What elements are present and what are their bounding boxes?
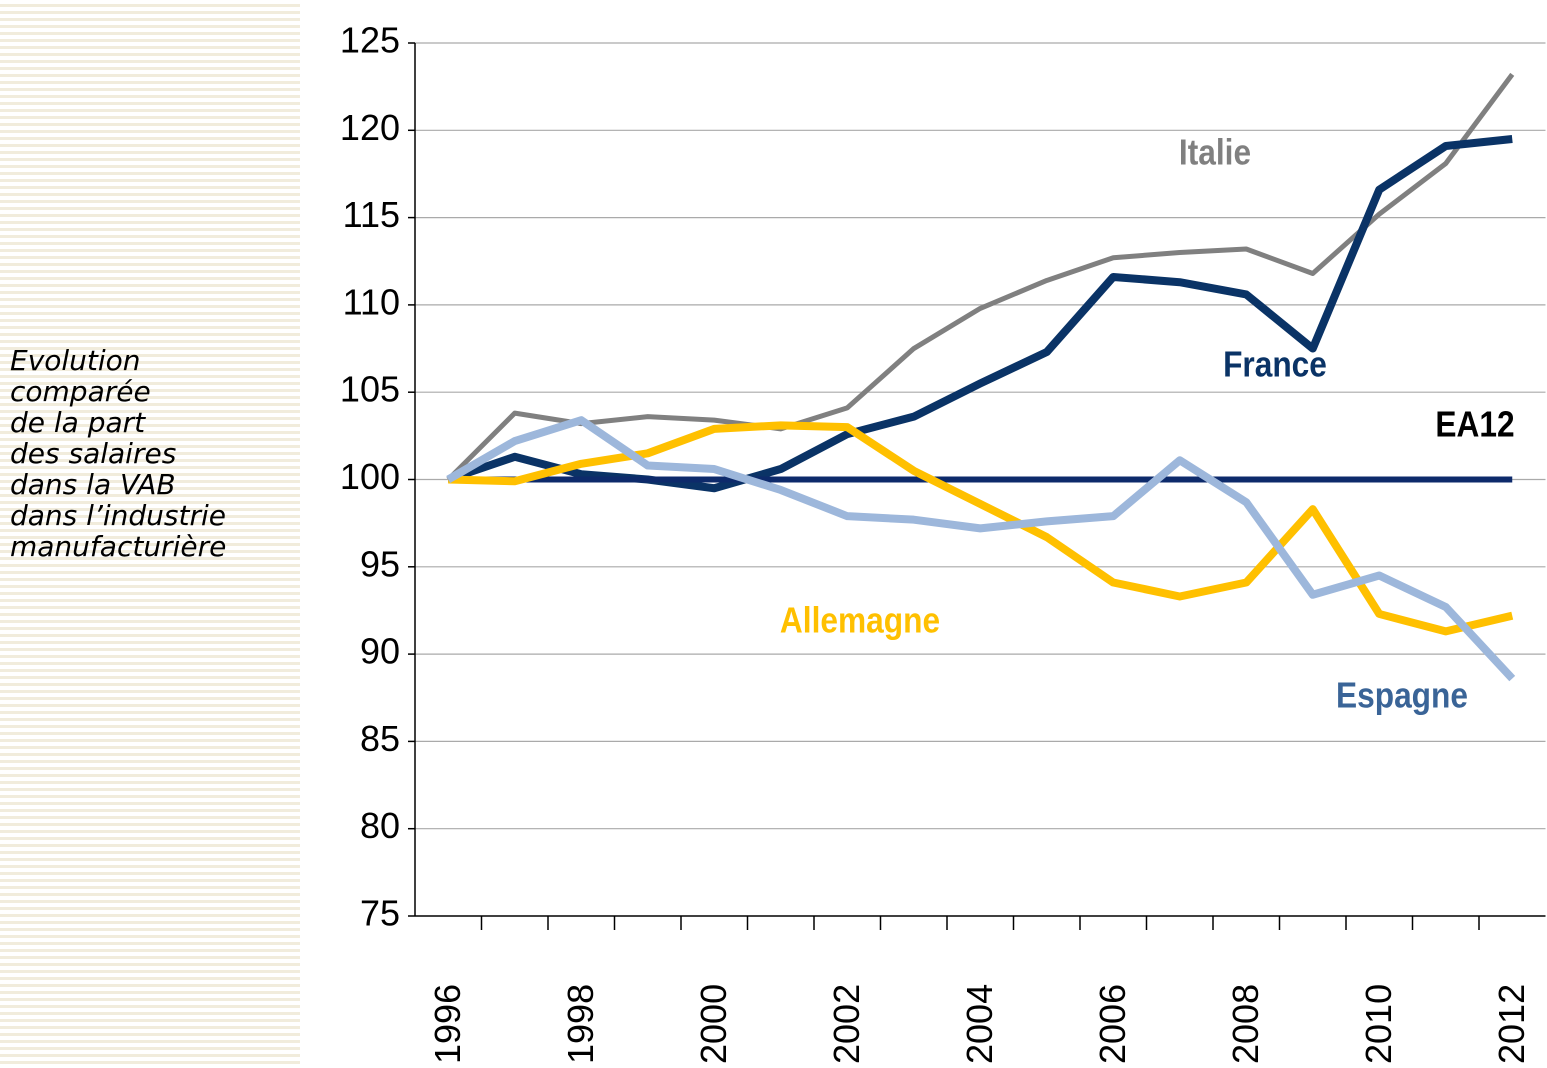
y-tick-label: 75 xyxy=(360,893,400,934)
series-label: Allemagne xyxy=(780,601,940,641)
x-tick-label: 2012 xyxy=(1491,984,1532,1064)
series-line xyxy=(448,421,1514,636)
y-tick-label: 110 xyxy=(343,281,400,322)
series-line xyxy=(446,416,1516,682)
y-tick-label: 95 xyxy=(360,543,400,584)
subtitle-line: comparée xyxy=(10,375,151,408)
subtitle-line: dans l’industrie xyxy=(10,499,226,532)
y-tick-label: 120 xyxy=(340,107,400,148)
x-tick-label: 2004 xyxy=(959,984,1000,1064)
series-label: EA12 xyxy=(1435,405,1514,445)
subtitle-line: de la part xyxy=(10,406,146,439)
x-tick-label: 1996 xyxy=(427,984,468,1064)
x-tick-label: 1998 xyxy=(560,984,601,1064)
left-strip xyxy=(0,0,300,1068)
y-tick-label: 80 xyxy=(360,805,400,846)
x-tick-label: 2010 xyxy=(1358,984,1399,1064)
x-tick-label: 2006 xyxy=(1092,984,1133,1064)
series-label: France xyxy=(1223,345,1327,385)
y-tick-label: 90 xyxy=(360,631,400,672)
subtitle-line: des salaires xyxy=(10,437,176,470)
series-label: Italie xyxy=(1179,133,1251,173)
series-line xyxy=(446,72,1515,482)
subtitle-line: dans la VAB xyxy=(10,468,176,501)
series-label: Espagne xyxy=(1336,676,1468,716)
subtitle-line: manufacturière xyxy=(10,530,226,563)
subtitle-line: Evolution xyxy=(10,344,141,377)
y-tick-label: 100 xyxy=(340,456,400,497)
y-tick-label: 115 xyxy=(343,194,400,235)
y-tick-label: 125 xyxy=(340,20,400,61)
x-tick-label: 2002 xyxy=(826,984,867,1064)
y-tick-label: 85 xyxy=(360,718,400,759)
x-tick-label: 2000 xyxy=(693,984,734,1064)
x-tick-label: 2008 xyxy=(1225,984,1266,1064)
y-tick-label: 105 xyxy=(340,369,400,410)
